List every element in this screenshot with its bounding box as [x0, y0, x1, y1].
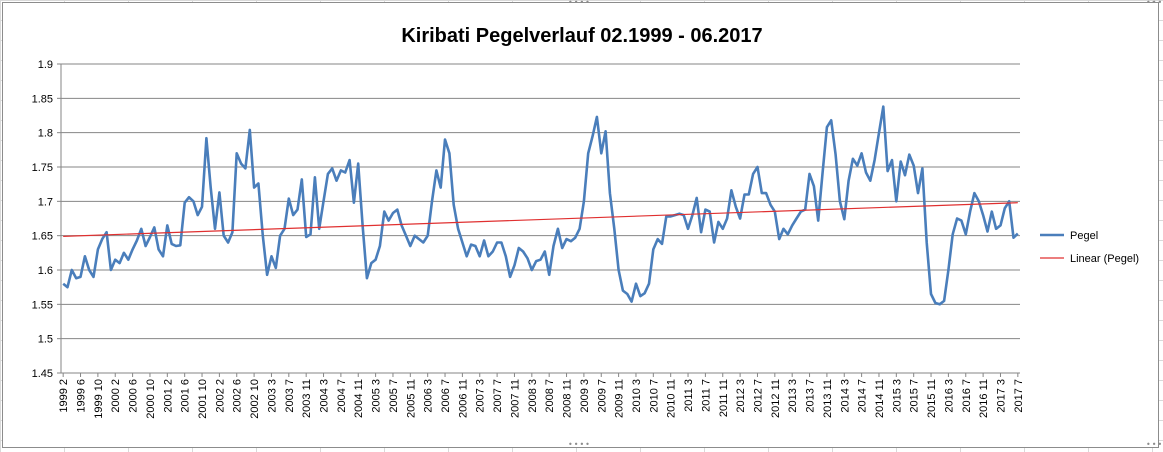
x-tick-label: 2017 7 [1013, 379, 1025, 413]
legend-pegel-label: Pegel [1070, 230, 1098, 242]
x-tick-label: 2010 11 [666, 379, 678, 418]
linear-trend-line[interactable] [63, 202, 1018, 237]
x-tick-label: 2016 3 [943, 379, 955, 413]
x-tick-label: 2000 10 [145, 379, 157, 419]
x-tick-label: 1999 10 [93, 379, 105, 419]
x-tick-label: 2000 2 [110, 379, 122, 413]
x-tick-label: 2009 3 [579, 379, 591, 413]
x-tick-label: 2002 6 [232, 379, 244, 413]
x-tick-label: 1999 6 [76, 379, 88, 413]
x-tick-label: 2009 7 [596, 379, 608, 413]
x-tick-label: 2015 11 [926, 379, 938, 418]
x-tick-label: 2001 10 [197, 379, 209, 419]
x-tick-label: 2005 11 [405, 379, 417, 418]
y-tick-label: 1.9 [38, 59, 53, 71]
x-tick-label: 2004 7 [336, 379, 348, 413]
x-tick-label: 2002 2 [214, 379, 226, 413]
x-axis: 1999 2 1999 6 1999 10 2000 2 2000 6 2000 10 20… [58, 372, 1025, 419]
x-tick-label: 2012 11 [770, 379, 782, 418]
x-tick-label: 2010 3 [631, 379, 643, 413]
x-tick-label: 2015 3 [891, 379, 903, 413]
x-tick-label: 2011 3 [683, 379, 695, 412]
y-axis: 1.45 1.5 1.55 1.6 1.65 1.7 1.75 1.8 1.85 1.9 [32, 59, 62, 380]
legend-linear-label: Linear (Pegel) [1070, 253, 1139, 265]
gridlines [61, 63, 1020, 374]
resize-handle-bottom[interactable]: •••• [568, 440, 591, 449]
legend[interactable]: Pegel Linear (Pegel) [1040, 230, 1139, 265]
x-tick-label: 2004 11 [353, 379, 365, 418]
x-tick-label: 2014 3 [839, 379, 851, 413]
y-tick-label: 1.8 [38, 128, 53, 140]
x-tick-label: 2016 11 [978, 379, 990, 418]
chart-title: Kiribati Pegelverlauf 02.1999 - 06.2017 [401, 25, 762, 47]
x-tick-label: 2013 3 [787, 379, 799, 413]
resize-handle-top[interactable]: •••• [568, 0, 591, 7]
x-tick-label: 2013 7 [805, 379, 817, 413]
x-tick-label: 2004 3 [319, 379, 331, 413]
x-tick-label: 2003 3 [266, 379, 278, 413]
x-tick-label: 2016 7 [961, 379, 973, 413]
x-tick-label: 2012 7 [752, 379, 764, 413]
x-tick-label: 2006 3 [423, 379, 435, 413]
x-tick-label: 2015 7 [909, 379, 921, 413]
y-tick-label: 1.45 [32, 368, 53, 380]
x-tick-label: 2008 7 [544, 379, 556, 413]
x-tick-label: 2011 11 [718, 379, 730, 417]
x-tick-label: 2000 6 [128, 379, 140, 413]
x-tick-label: 2006 11 [457, 379, 469, 418]
y-tick-label: 1.65 [32, 231, 53, 243]
x-tick-label: 2001 2 [162, 379, 174, 413]
resize-handle-bottom-right[interactable]: ••• [1146, 440, 1163, 449]
x-tick-label: 2007 7 [492, 379, 504, 413]
y-tick-label: 1.75 [32, 162, 53, 174]
x-tick-label: 2007 3 [475, 379, 487, 413]
y-tick-label: 1.5 [38, 334, 53, 346]
x-tick-label: 2008 3 [527, 379, 539, 413]
y-tick-label: 1.6 [38, 265, 53, 277]
x-tick-label: 2011 7 [700, 379, 712, 412]
x-tick-label: 2001 6 [180, 379, 192, 413]
resize-handle-top-right[interactable]: ••• [1146, 0, 1163, 7]
x-tick-label: 2003 11 [301, 379, 313, 418]
x-tick-label: 1999 2 [58, 379, 70, 413]
x-tick-label: 2008 11 [562, 379, 574, 418]
x-tick-label: 2006 7 [440, 379, 452, 413]
y-tick-label: 1.55 [32, 299, 53, 311]
y-tick-label: 1.85 [32, 93, 53, 105]
x-tick-label: 2010 7 [648, 379, 660, 413]
x-tick-label: 2002 10 [249, 379, 261, 419]
x-tick-label: 2005 3 [371, 379, 383, 413]
x-tick-label: 2013 11 [822, 379, 834, 418]
x-tick-label: 2017 3 [995, 379, 1007, 413]
x-tick-label: 2005 7 [388, 379, 400, 413]
x-tick-label: 2003 7 [284, 379, 296, 413]
plot-area[interactable] [62, 105, 1019, 306]
x-tick-label: 2009 11 [614, 379, 626, 418]
pegel-series-line[interactable] [62, 105, 1019, 306]
x-tick-label: 2012 3 [735, 379, 747, 413]
x-tick-label: 2014 11 [874, 379, 886, 418]
y-tick-label: 1.7 [38, 196, 53, 208]
x-tick-label: 2014 7 [857, 379, 869, 413]
x-tick-label: 2007 11 [509, 379, 521, 418]
